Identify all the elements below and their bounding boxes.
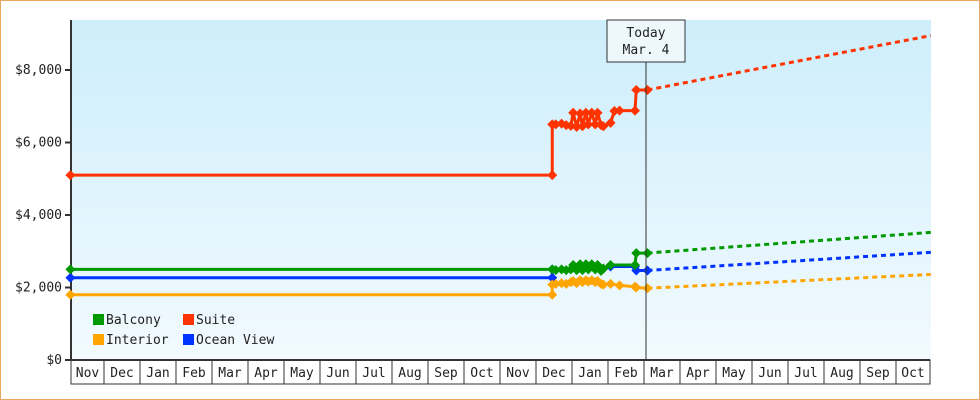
legend-label: Interior (106, 333, 169, 348)
legend-swatch (93, 314, 104, 325)
y-tick-label: $0 (46, 353, 62, 368)
x-tick-label: Jan (146, 366, 169, 381)
x-tick-label: Feb (182, 366, 206, 381)
legend-label: Balcony (106, 313, 161, 328)
x-tick-label: Mar (650, 366, 674, 381)
legend: Balcony Suite Interior Ocean View (93, 313, 274, 348)
y-tick-label: $6,000 (15, 136, 62, 151)
y-tick-label: $2,000 (15, 281, 62, 296)
series-balcony (65, 230, 931, 276)
data-point[interactable] (605, 278, 616, 289)
data-point[interactable] (630, 260, 640, 271)
x-tick-label: Mar (218, 366, 242, 381)
x-tick-box (571, 359, 609, 385)
x-tick-label: May (722, 366, 746, 381)
plot-area (71, 20, 931, 360)
data-point[interactable] (598, 121, 609, 132)
data-point[interactable] (605, 260, 616, 271)
legend-label: Ocean View (196, 333, 274, 348)
data-point[interactable] (598, 263, 609, 274)
x-tick-label: Sep (434, 366, 458, 381)
data-point[interactable] (65, 289, 76, 300)
x-tick-box (139, 359, 177, 385)
data-point[interactable] (571, 121, 582, 132)
data-point[interactable] (568, 107, 579, 118)
projection-line (647, 230, 931, 255)
legend-label: Suite (196, 313, 235, 328)
x-tick-box (103, 359, 141, 385)
x-tick-label: Jun (758, 366, 781, 381)
today-label: Today (626, 26, 665, 41)
x-tick-label: Feb (614, 366, 638, 381)
data-point[interactable] (65, 170, 76, 181)
x-tick-box (787, 359, 825, 385)
x-tick-label: Nov (76, 366, 100, 381)
data-point[interactable] (614, 280, 625, 291)
data-point[interactable] (547, 289, 558, 300)
x-tick-label: Jan (578, 366, 601, 381)
data-point[interactable] (65, 264, 76, 275)
today-marker: Today Mar. 4 (606, 19, 686, 360)
x-tick-label: Sep (866, 366, 890, 381)
data-point[interactable] (642, 283, 653, 294)
data-point[interactable] (630, 105, 640, 116)
x-tick-label: Jun (326, 366, 349, 381)
data-point[interactable] (547, 170, 558, 181)
x-tick-label: Apr (254, 366, 278, 381)
x-tick-label: Dec (110, 366, 133, 381)
x-tick-box (463, 359, 501, 385)
data-point[interactable] (598, 279, 609, 290)
x-tick-box (643, 359, 681, 385)
data-point[interactable] (642, 265, 653, 276)
data-point[interactable] (631, 84, 642, 95)
y-tick-label: $8,000 (15, 63, 62, 78)
data-point[interactable] (642, 84, 653, 95)
x-tick-label: Jul (794, 366, 817, 381)
x-tick-label: Oct (470, 366, 493, 381)
projection-line (647, 272, 931, 290)
x-tick-box (283, 359, 321, 385)
data-point[interactable] (631, 282, 642, 293)
x-tick-label: Oct (901, 366, 924, 381)
data-point[interactable] (580, 107, 591, 118)
data-point[interactable] (550, 278, 561, 289)
x-tick-label: Dec (542, 366, 565, 381)
data-point[interactable] (550, 265, 561, 276)
legend-swatch (183, 314, 194, 325)
data-point[interactable] (586, 107, 597, 118)
data-point[interactable] (642, 248, 653, 259)
today-date: Mar. 4 (623, 43, 670, 58)
x-tick-box (535, 359, 573, 385)
x-tick-label: Jul (362, 366, 385, 381)
x-tick-box (607, 359, 645, 385)
x-tick-box (679, 359, 717, 385)
x-tick-label: Nov (506, 366, 530, 381)
x-tick-label: Aug (398, 366, 421, 381)
series-interior (65, 272, 931, 300)
y-tick-label: $4,000 (15, 208, 62, 223)
projection-line (647, 34, 932, 92)
data-point[interactable] (583, 119, 594, 130)
x-tick-box (391, 359, 429, 385)
x-tick-label: Apr (686, 366, 710, 381)
x-tick-box (211, 359, 249, 385)
x-tick-label: May (290, 366, 314, 381)
data-point[interactable] (631, 248, 642, 259)
data-point[interactable] (550, 119, 561, 130)
x-tick-box (427, 359, 465, 385)
projection-line (647, 250, 931, 272)
series-suite (65, 34, 932, 181)
legend-swatch (93, 334, 104, 345)
data-point[interactable] (614, 105, 625, 116)
data-point[interactable] (575, 108, 586, 119)
data-point[interactable] (592, 107, 603, 118)
legend-swatch (183, 334, 194, 345)
data-point[interactable] (65, 272, 76, 283)
data-point[interactable] (561, 120, 572, 131)
data-point[interactable] (605, 117, 616, 128)
x-tick-label: Aug (830, 366, 853, 381)
data-point[interactable] (590, 119, 601, 130)
